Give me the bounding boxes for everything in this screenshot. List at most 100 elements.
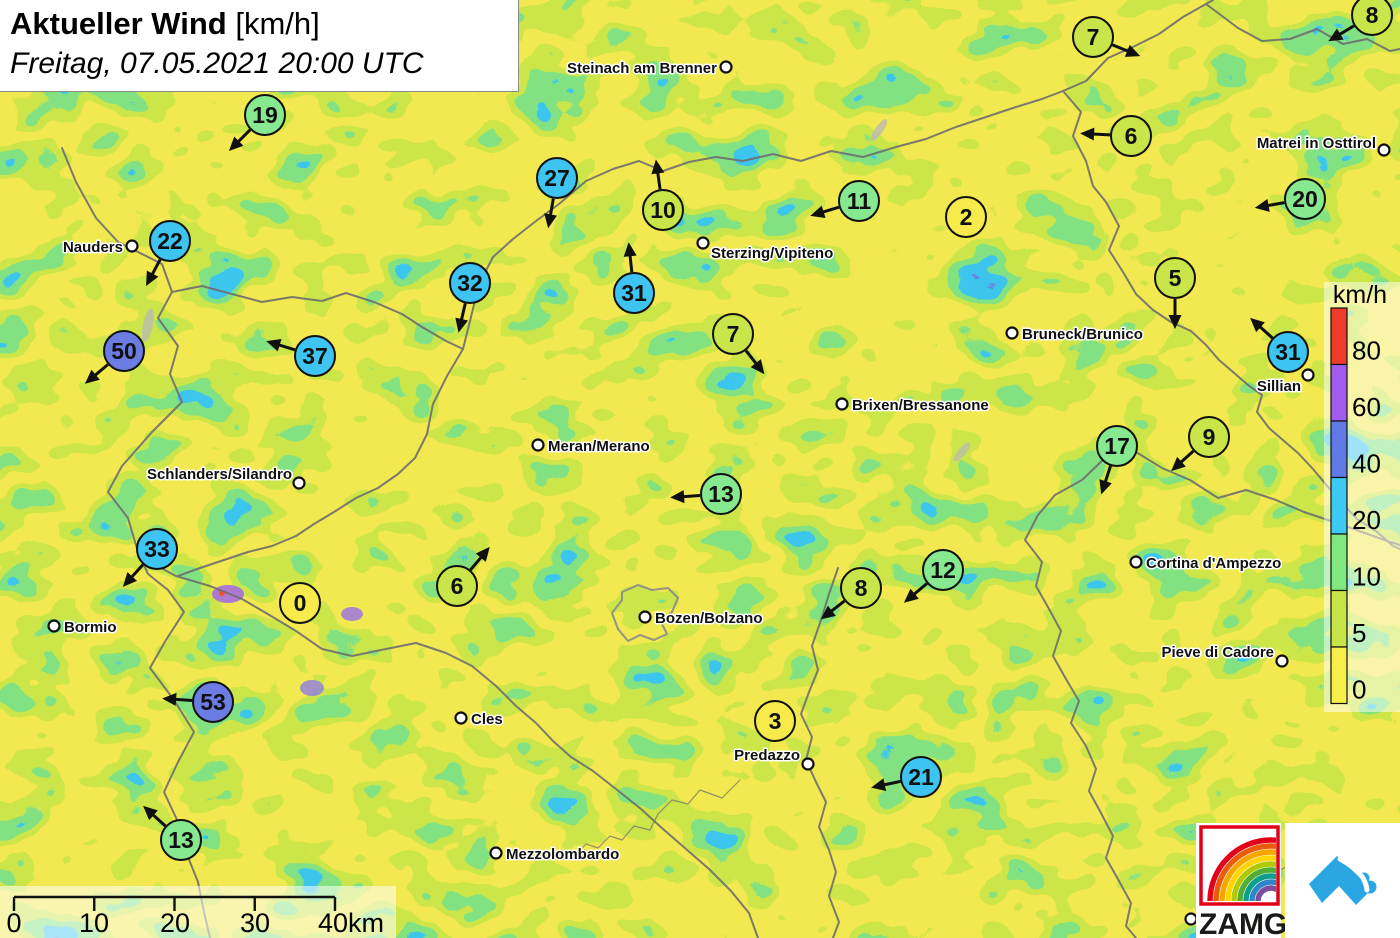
wind-direction-arrow	[871, 778, 901, 792]
town-dot	[696, 236, 710, 250]
rainbow-arc	[1207, 837, 1276, 902]
town-label: Schlanders/Silandro	[147, 466, 292, 483]
town-marker: Steinach am Brenner	[565, 59, 733, 79]
wind-speed-value: 21	[908, 764, 934, 790]
town-dot	[489, 846, 503, 860]
wind-speed-value: 9	[1203, 424, 1216, 450]
wind-direction-arrow	[1171, 449, 1195, 472]
wind-speed-circle	[642, 189, 684, 231]
town-dot	[125, 239, 139, 253]
legend-tick-label: 10	[1352, 562, 1381, 592]
town-dot	[719, 60, 733, 74]
legend-tick-label: 0	[1352, 675, 1366, 705]
arrow-head	[1099, 479, 1112, 495]
wind-station-marker: 7	[1072, 16, 1141, 58]
arrow-head	[750, 359, 765, 375]
wind-speed-circle	[700, 473, 742, 515]
wind-speed-value: 33	[144, 536, 170, 562]
legend-color-swatch	[1330, 307, 1348, 366]
arrow-head	[871, 778, 887, 792]
arrow-shaft	[150, 258, 162, 277]
province-border	[145, 559, 759, 938]
wind-speed-circle	[294, 335, 336, 377]
town-label: Matrei in Osttirol	[1257, 135, 1376, 152]
wind-speed-circle	[1110, 115, 1152, 157]
town-dot	[1275, 654, 1289, 668]
wind-speed-value: 7	[1087, 24, 1100, 50]
scalebar-ruler	[12, 895, 337, 911]
wind-direction-arrow	[1250, 317, 1274, 340]
wind-station-marker: 6	[1080, 115, 1152, 157]
arrow-shaft	[628, 254, 634, 273]
scale-bar: 0 10 20 30 40km	[0, 886, 396, 938]
cloud-bump	[1354, 890, 1364, 900]
wind-station-marker: 2	[945, 196, 987, 238]
town-dot	[638, 610, 652, 624]
arrow-head	[455, 317, 469, 333]
legend-color-swatch	[1330, 420, 1348, 479]
town-dot	[1377, 143, 1391, 157]
town-label: Cortina d'Ampezzo	[1146, 555, 1281, 572]
arrow-shaft	[459, 303, 467, 322]
town-marker: Cles	[454, 710, 504, 730]
wind-speed-value: 0	[294, 590, 307, 616]
zamg-logo-text: ZAMG	[1199, 908, 1287, 938]
arrow-head	[1254, 199, 1270, 212]
town-label: Brixen/Bressanone	[852, 397, 989, 414]
arrow-shaft	[882, 779, 901, 787]
wind-speed-circle	[436, 565, 478, 607]
wind-speed-circle	[136, 528, 178, 570]
town-marker: Nauders	[61, 238, 139, 258]
wind-direction-arrow	[122, 563, 145, 587]
town-dot	[47, 619, 61, 633]
wind-station-marker: 21	[871, 756, 942, 798]
scalebar-label: 20	[160, 908, 190, 938]
arrow-shaft	[1103, 465, 1112, 484]
wind-station-marker: 9	[1171, 416, 1230, 472]
town-marker: Meran/Merano	[531, 437, 651, 457]
province-weather-logo	[1285, 823, 1400, 938]
district-border	[573, 779, 741, 857]
wind-speed-value: 6	[1125, 123, 1138, 149]
arrow-head	[623, 242, 637, 257]
arrow-shaft	[151, 812, 167, 828]
province-border	[177, 348, 464, 577]
scalebar-panel	[0, 886, 396, 938]
glacier-mark	[141, 308, 155, 342]
arrow-shaft	[829, 599, 846, 614]
wind-speed-value: 13	[168, 827, 194, 853]
town-marker: Mezzolombardo	[489, 845, 621, 865]
legend-color-swatch	[1330, 589, 1348, 648]
town-marker: Cortina d'Ampezzo	[1129, 554, 1283, 574]
wind-speed-value: 8	[855, 575, 868, 601]
town-marker: Brixen/Bressanone	[835, 396, 990, 416]
arrow-head	[162, 692, 177, 706]
town-label: Pieve di Cadore	[1161, 644, 1274, 661]
wind-direction-arrow	[266, 338, 296, 352]
wind-speed-value: 13	[708, 481, 734, 507]
arrow-head	[122, 572, 138, 587]
rainbow-arc	[1231, 861, 1276, 902]
town-dot	[835, 397, 849, 411]
rainbow-arc	[1213, 843, 1276, 902]
arrow-head	[820, 605, 836, 620]
wind-speed-circle	[945, 196, 987, 238]
map-subtitle: Freitag, 07.05.2021 20:00 UTC	[10, 47, 424, 80]
zamg-logo: ZAMG	[1196, 823, 1287, 938]
legend-color-swatch	[1330, 646, 1348, 705]
arrow-shaft	[1111, 43, 1130, 54]
wind-direction-arrow	[469, 546, 490, 571]
wind-speed-circle	[279, 582, 321, 624]
wind-direction-arrow	[1080, 127, 1111, 141]
wind-direction-arrow	[455, 303, 469, 333]
arrow-shaft	[469, 555, 484, 571]
arrow-head	[143, 805, 158, 821]
arrow-shaft	[1179, 449, 1195, 465]
wind-speed-value: 17	[1104, 433, 1130, 459]
arrow-head	[903, 588, 919, 603]
wind-speed-value: 22	[157, 228, 183, 254]
arrow-head	[1124, 44, 1141, 57]
arrow-head	[1168, 315, 1182, 329]
arrow-head	[1080, 127, 1095, 141]
